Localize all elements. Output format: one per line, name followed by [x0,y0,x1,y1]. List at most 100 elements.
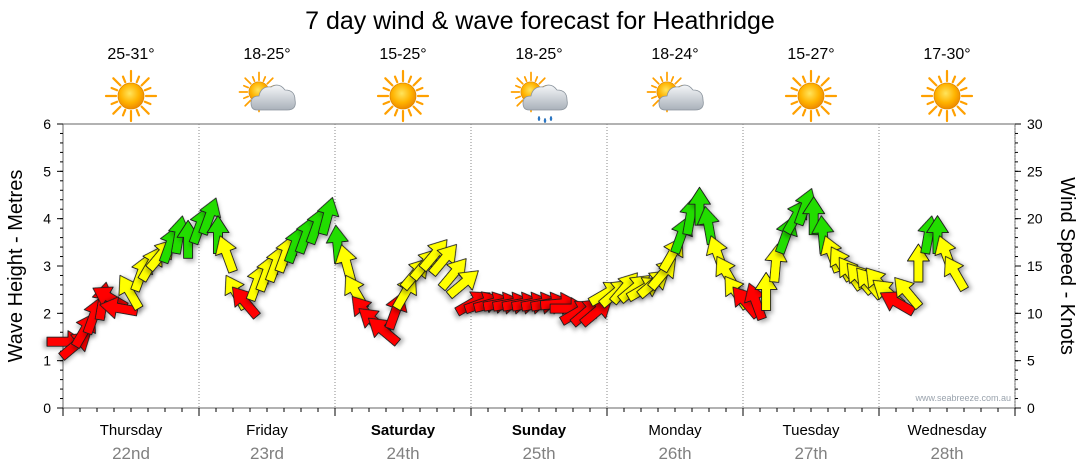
sun-ray [407,108,413,117]
sun-ray [121,75,127,84]
sun-shape [376,69,430,123]
sun-ray [937,75,943,84]
sun-ray [823,86,832,92]
sun-ray [143,86,152,92]
left-axis-label: Wave Height - Metres [5,170,27,363]
sun-ray [407,75,413,84]
day-label: Saturday [371,422,436,439]
wind-arrow-shape [894,277,924,310]
sun-ray [515,95,522,100]
sun-ray [393,75,399,84]
sun-ray [801,75,807,84]
wind-arrow [317,196,340,236]
wind-arrow [802,196,826,236]
sun-ray [959,100,968,106]
sun-ray [937,108,943,117]
sun-icon [376,69,430,123]
sun-ray [415,100,424,106]
sun-icon [104,69,158,123]
sun-ray [110,100,119,106]
right-axis-ticks: 0 5 10 15 20 25 30 [1015,116,1043,416]
day-label: Wednesday [908,422,987,439]
cloud-shape [250,84,296,111]
sun-ray [121,108,127,117]
sun-ray [135,75,141,84]
day-label: Tuesday [783,422,840,439]
temperature-range: 25-31° [107,46,154,63]
day-label: Friday [246,422,288,439]
sun-ray [651,95,658,100]
sun-ray [790,100,799,106]
sun-disc [117,82,145,110]
sun-ray [135,108,141,117]
sun-ray [928,77,938,87]
sun-ray [393,108,399,117]
sun-ray [266,77,274,85]
wind-arrow [688,186,711,226]
sun-ray [951,75,957,84]
sun-ray [926,100,935,106]
date-label: 23rd [250,444,284,463]
partly-cloudy-icon [646,71,704,113]
left-tick-label: 1 [43,353,51,369]
cloud-body [250,84,296,111]
sun-ray [651,84,658,89]
sun-ray [243,95,250,100]
sun-ray [251,76,256,83]
sun-ray [262,76,267,83]
sun-disc [933,82,961,110]
rain-drop [537,115,541,122]
wind-arrow-shape [944,255,969,293]
wind-arrow-shape [445,270,479,300]
temperature-range: 17-30° [923,46,970,63]
sun-ray [382,86,391,92]
sun-ray [382,100,391,106]
wind-arrow-shape [99,296,139,320]
day-labels: Thursday 22nd Friday 23rd Saturday 24th Sunday… [100,422,987,463]
right-tick-label: 0 [1027,400,1035,416]
sun-ray [820,77,830,87]
temperature-range: 15-27° [787,46,834,63]
sun-ray [926,86,935,92]
left-tick-label: 3 [43,258,51,274]
date-label: 25th [522,444,555,463]
date-label: 27th [794,444,827,463]
sun-shape [784,69,838,123]
sun-ray [244,77,252,85]
sun-icon [784,69,838,123]
wind-arrow-shape [688,186,711,226]
sun-ray [823,100,832,106]
sun-ray [801,108,807,117]
cloud-body [658,84,704,111]
sun-ray [659,76,664,83]
sun-ray [792,77,802,87]
daily-temperatures: 25-31° 18-25° 15-25° 18-25° 18-24° 15-27° 17-3… [107,46,970,63]
partly-cloudy-icon [238,71,296,113]
left-tick-label: 4 [43,211,51,227]
wind-arrow-shape [215,235,238,274]
sun-ray [674,77,682,85]
sun-ray [143,100,152,106]
sun-ray [652,99,660,107]
wind-arrow-shape [802,196,826,236]
sun-ray [384,77,394,87]
cloud-body [522,84,568,111]
wind-arrow [944,255,969,293]
sun-ray [928,105,938,115]
rain-cloud-icon [510,71,568,124]
day-label: Sunday [512,422,567,439]
left-tick-label: 2 [43,305,51,321]
credit-text: www.seabreeze.com.au [914,393,1011,403]
sun-ray [412,77,422,87]
sun-ray [792,105,802,115]
sun-ray [415,86,424,92]
sun-ray [112,105,122,115]
wind-arrow [99,296,139,320]
sun-ray [951,108,957,117]
rain-drop [543,117,547,124]
sun-ray [244,99,252,107]
left-tick-label: 5 [43,163,51,179]
right-tick-label: 20 [1027,211,1043,227]
sun-ray [820,105,830,115]
